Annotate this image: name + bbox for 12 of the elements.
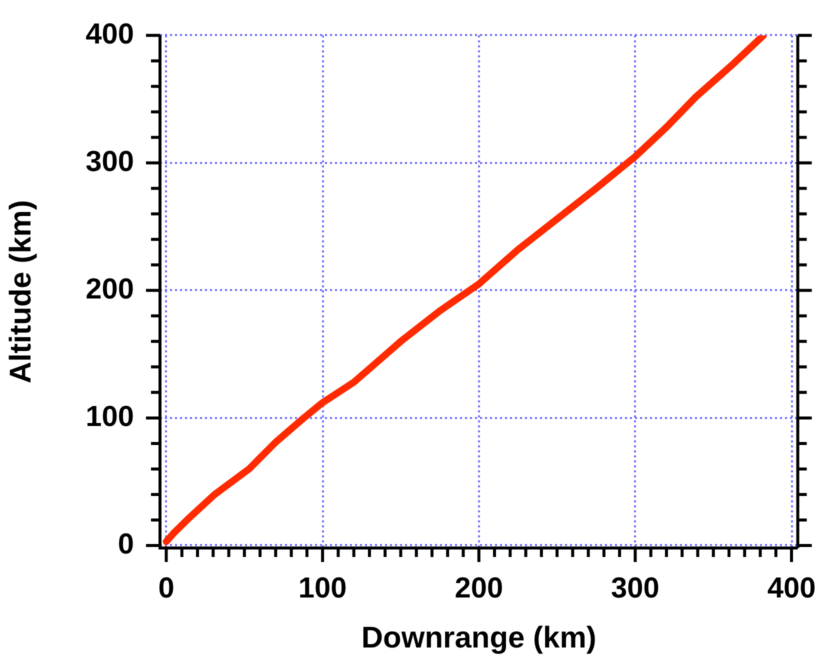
y-tick-label: 300 [86, 146, 134, 178]
y-tick-label: 400 [86, 18, 134, 50]
x-tick-label: 300 [611, 572, 660, 604]
x-tick-label: 400 [767, 572, 816, 604]
y-tick-label: 0 [118, 528, 134, 560]
y-tick-label: 200 [86, 273, 134, 306]
y-tick-label: 100 [86, 400, 134, 433]
x-tick-label: 0 [158, 572, 174, 604]
x-axis-title: Downrange (km) [361, 621, 596, 654]
x-tick-label: 100 [298, 572, 347, 604]
y-axis-title: Altitude (km) [4, 200, 38, 384]
x-tick-label: 200 [454, 572, 504, 604]
